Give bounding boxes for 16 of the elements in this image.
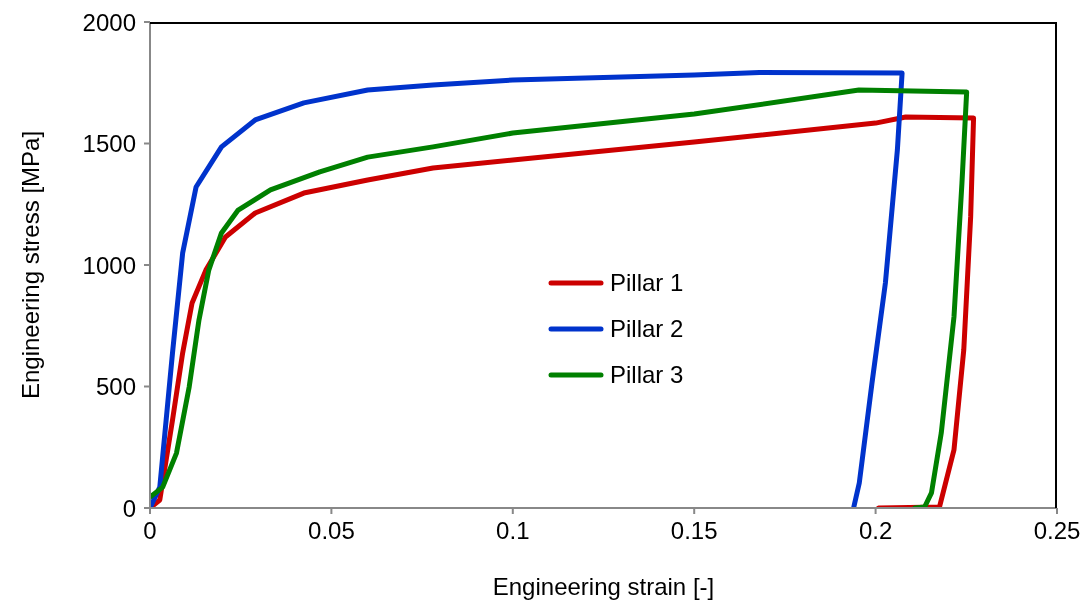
- x-tick-label: 0.2: [858, 517, 893, 545]
- x-tick-label: 0.25: [1033, 517, 1081, 545]
- x-tick-label: 0: [143, 517, 157, 545]
- y-tick-label: 500: [95, 373, 136, 401]
- y-tick-label: 0: [122, 494, 136, 522]
- legend-label: Pillar 1: [610, 268, 684, 298]
- y-tick-label: 2000: [82, 8, 136, 36]
- y-tick-label: 1000: [82, 251, 136, 279]
- legend-label: Pillar 3: [610, 360, 684, 390]
- x-axis-title: Engineering strain [-]: [492, 573, 715, 600]
- x-tick-label: 0.15: [670, 517, 718, 545]
- y-tick-label: 1500: [82, 130, 136, 158]
- x-tick-label: 0.1: [496, 517, 530, 545]
- legend-label: Pillar 2: [610, 314, 684, 344]
- x-tick-label: 0.05: [308, 517, 355, 545]
- y-axis-title: Engineering stress [MPa]: [16, 130, 44, 400]
